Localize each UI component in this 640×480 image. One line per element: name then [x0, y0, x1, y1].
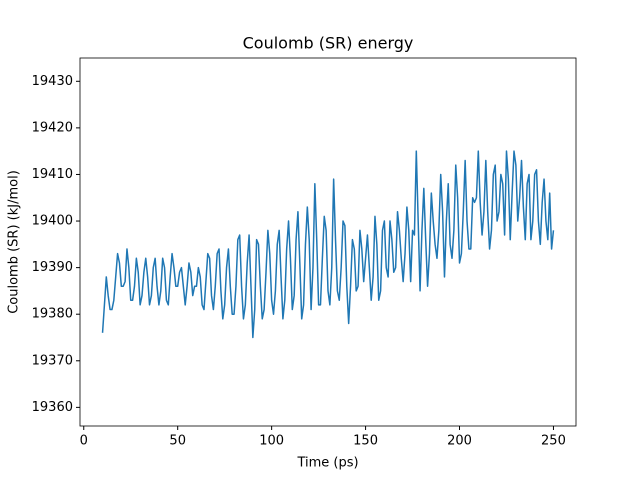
y-tick-label: 19430 — [32, 74, 73, 89]
x-tick-label: 100 — [259, 434, 284, 449]
data-line — [101, 150, 555, 339]
x-tick-label: 0 — [80, 434, 88, 449]
y-tick-label: 19420 — [32, 120, 73, 135]
chart-title: Coulomb (SR) energy — [243, 34, 414, 53]
y-tick-label: 19380 — [32, 307, 73, 322]
x-tick-label: 50 — [169, 434, 186, 449]
y-tick-label: 19370 — [32, 353, 73, 368]
x-tick-label: 250 — [541, 434, 566, 449]
y-tick-label: 19400 — [32, 214, 73, 229]
x-tick-label: 150 — [353, 434, 378, 449]
y-tick-label: 19410 — [32, 167, 73, 182]
y-tick-label: 19360 — [32, 400, 73, 415]
x-axis-label: Time (ps) — [296, 456, 358, 471]
x-tick-label: 200 — [447, 434, 472, 449]
y-axis-label: Coulomb (SR) (kJ/mol) — [7, 170, 22, 314]
y-tick-label: 19390 — [32, 260, 73, 275]
plot-frame — [79, 57, 577, 427]
